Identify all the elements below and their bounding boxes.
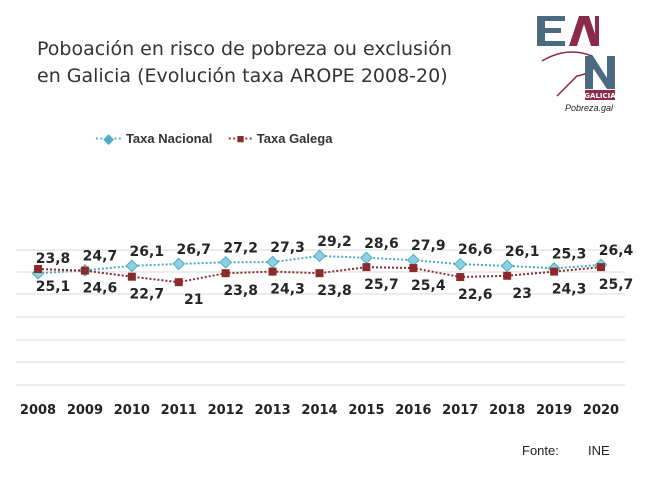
x-tick-label: 2020 bbox=[583, 403, 619, 418]
data-point bbox=[597, 263, 605, 272]
data-label: 26,1 bbox=[505, 244, 540, 260]
x-tick-label: 2012 bbox=[208, 403, 244, 418]
source-label: Fonte: bbox=[522, 443, 559, 458]
data-label: 28,6 bbox=[364, 236, 399, 252]
data-label: 23,8 bbox=[317, 283, 352, 299]
x-tick-label: 2014 bbox=[301, 403, 337, 418]
data-point bbox=[268, 267, 277, 276]
chart-title: Poboación en risco de pobreza ou exclusi… bbox=[37, 36, 452, 90]
legend-galega-marker-icon: ··■·· bbox=[228, 131, 254, 146]
data-label: 27,2 bbox=[223, 240, 258, 256]
data-label: 23 bbox=[512, 286, 531, 302]
data-point bbox=[315, 269, 324, 278]
title-line-1: Poboación en risco de pobreza ou exclusi… bbox=[37, 38, 452, 60]
svg-text:GALICIA: GALICIA bbox=[584, 92, 616, 100]
data-label: 25,7 bbox=[599, 277, 634, 293]
data-point bbox=[80, 266, 89, 275]
data-label: 23,8 bbox=[36, 251, 71, 267]
data-point bbox=[219, 255, 233, 269]
x-tick-label: 2018 bbox=[489, 403, 525, 418]
data-label: 27,9 bbox=[411, 238, 446, 254]
data-label: 25,3 bbox=[552, 246, 587, 262]
data-label: 25,4 bbox=[411, 278, 446, 294]
data-point bbox=[362, 263, 371, 272]
data-point bbox=[456, 273, 465, 282]
legend-nacional-marker-icon: ··◆·· bbox=[95, 131, 123, 146]
data-point bbox=[266, 255, 279, 269]
data-label: 26,6 bbox=[458, 242, 493, 258]
data-point bbox=[453, 257, 467, 271]
data-label: 24,3 bbox=[270, 282, 305, 298]
data-point bbox=[409, 264, 418, 273]
data-label: 24,7 bbox=[83, 248, 118, 264]
data-point bbox=[503, 271, 512, 280]
data-label: 21 bbox=[184, 292, 203, 308]
legend-label: Taxa Galega bbox=[256, 131, 333, 146]
data-label: 25,1 bbox=[36, 279, 71, 295]
data-point bbox=[127, 272, 136, 281]
x-tick-label: 2016 bbox=[395, 403, 431, 418]
eapn-logo: GALICIA bbox=[537, 16, 616, 100]
source-value: INE bbox=[588, 443, 610, 458]
data-label: 26,7 bbox=[176, 242, 211, 258]
data-point bbox=[313, 249, 326, 263]
data-label: 22,6 bbox=[458, 287, 493, 303]
legend-nacional: ··◆·· Taxa Nacional bbox=[95, 131, 212, 147]
data-point bbox=[174, 278, 183, 287]
data-point bbox=[360, 251, 373, 265]
data-point bbox=[125, 259, 139, 273]
title-line-2: en Galicia (Evolución taxa AROPE 2008-20… bbox=[37, 65, 448, 87]
data-label: 26,4 bbox=[599, 243, 634, 259]
x-tick-label: 2011 bbox=[161, 403, 197, 418]
x-tick-label: 2010 bbox=[114, 403, 150, 418]
data-label: 22,7 bbox=[130, 287, 165, 303]
x-tick-label: 2009 bbox=[67, 403, 103, 418]
data-label: 26,1 bbox=[130, 244, 165, 260]
data-point bbox=[500, 259, 514, 273]
data-label: 27,3 bbox=[270, 240, 305, 256]
data-label: 24,3 bbox=[552, 282, 587, 298]
x-tick-label: 2008 bbox=[20, 403, 56, 418]
data-point bbox=[172, 257, 186, 271]
data-label: 29,2 bbox=[317, 234, 352, 250]
x-tick-label: 2019 bbox=[536, 403, 572, 418]
x-tick-label: 2013 bbox=[254, 403, 290, 418]
data-point bbox=[221, 269, 230, 278]
x-tick-label: 2015 bbox=[348, 403, 384, 418]
x-tick-label: 2017 bbox=[442, 403, 478, 418]
data-label: 25,7 bbox=[364, 277, 399, 293]
legend-label: Taxa Nacional bbox=[125, 131, 213, 146]
legend-galega: ··■·· Taxa Galega bbox=[228, 131, 332, 146]
data-label: 24,6 bbox=[83, 281, 118, 297]
data-point bbox=[406, 253, 420, 267]
data-point bbox=[550, 267, 559, 276]
logo-site: Pobreza.gal bbox=[565, 103, 614, 113]
data-label: 23,8 bbox=[223, 283, 258, 299]
data-point bbox=[34, 265, 42, 274]
